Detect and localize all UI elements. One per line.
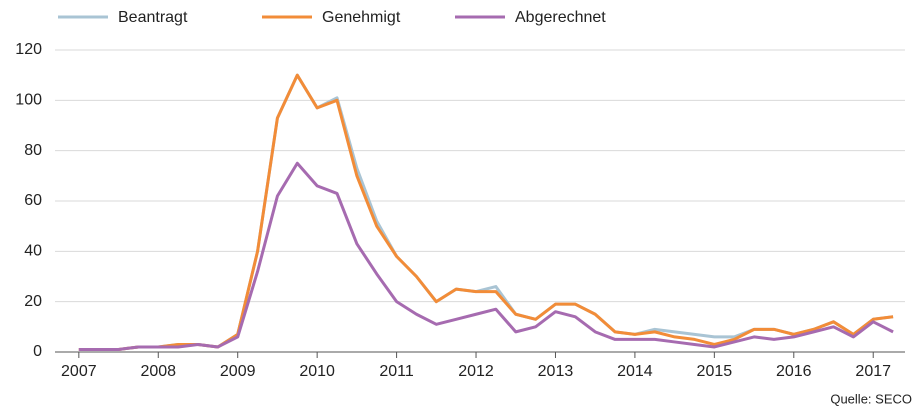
source: Quelle: SECO bbox=[830, 391, 912, 406]
y-tick-label: 100 bbox=[15, 92, 42, 109]
x-tick-label: 2007 bbox=[61, 363, 97, 380]
y-tick-label: 120 bbox=[15, 41, 42, 58]
legend-label: Genehmigt bbox=[322, 9, 401, 26]
series-line bbox=[78, 161, 894, 351]
y-tick-label: 60 bbox=[24, 192, 42, 209]
x-tick-label: 2008 bbox=[140, 363, 176, 380]
x-tick-label: 2013 bbox=[538, 363, 574, 380]
x-tick-label: 2012 bbox=[458, 363, 494, 380]
x-tick-label: 2016 bbox=[776, 363, 812, 380]
x-tick-label: 2010 bbox=[299, 363, 335, 380]
series-line bbox=[78, 73, 894, 351]
x-tick-label: 2017 bbox=[855, 363, 891, 380]
series-line bbox=[78, 73, 894, 351]
y-tick-label: 40 bbox=[24, 243, 42, 260]
y-tick-label: 0 bbox=[33, 343, 42, 360]
x-tick-label: 2014 bbox=[617, 363, 653, 380]
legend-label: Abgerechnet bbox=[515, 9, 606, 26]
legend-label: Beantragt bbox=[118, 9, 188, 26]
x-tick-label: 2011 bbox=[379, 363, 414, 380]
x-tick-label: 2015 bbox=[697, 363, 733, 380]
y-tick-label: 20 bbox=[24, 293, 42, 310]
y-tick-label: 80 bbox=[24, 142, 42, 159]
x-tick-label: 2009 bbox=[220, 363, 256, 380]
